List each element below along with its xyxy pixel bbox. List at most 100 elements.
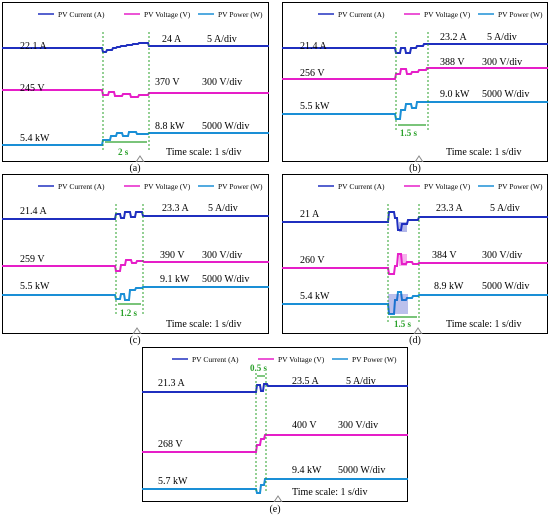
voltage-trace xyxy=(282,253,548,275)
legend-power-label: PV Power (W) xyxy=(498,10,543,19)
voltage-trace xyxy=(2,89,269,98)
legend-current-label: PV Current (A) xyxy=(58,10,105,19)
chart-frame xyxy=(282,2,548,162)
power-before-value: 5.4 kW xyxy=(300,291,330,302)
power-after-value: 9.4 kW xyxy=(292,465,322,476)
voltage-before-value: 256 V xyxy=(300,68,325,79)
oscilloscope-panel-c: PV Current (A) PV Voltage (V) PV Power (… xyxy=(2,174,269,350)
power-before-value: 5.5 kW xyxy=(300,101,330,112)
voltage-after-value: 370 V xyxy=(155,77,180,88)
transition-duration-label: 1.5 s xyxy=(400,128,418,138)
chart-frame xyxy=(2,2,269,162)
time-scale-label: Time scale: 1 s/div xyxy=(446,147,521,158)
current-before-value: 22.1 A xyxy=(20,41,47,52)
current-after-value: 23.3 A xyxy=(162,203,189,214)
voltage-after-value: 390 V xyxy=(160,250,185,261)
voltage-before-value: 245 V xyxy=(20,83,45,94)
oscilloscope-panel-e: PV Current (A) PV Voltage (V) PV Power (… xyxy=(142,347,408,519)
current-trace xyxy=(142,383,408,393)
voltage-scale-label: 300 V/div xyxy=(338,420,378,431)
power-ripple-band xyxy=(388,294,408,314)
power-before-value: 5.7 kW xyxy=(158,476,188,487)
chart-frame xyxy=(142,347,408,502)
voltage-after-value: 400 V xyxy=(292,420,317,431)
power-scale-label: 5000 W/div xyxy=(482,89,529,100)
current-before-value: 21.4 A xyxy=(20,206,47,217)
power-after-value: 8.9 kW xyxy=(434,281,464,292)
current-scale-label: 5 A/div xyxy=(208,203,238,214)
transition-duration-label: 1.5 s xyxy=(394,319,412,329)
legend-current-label: PV Current (A) xyxy=(338,10,385,19)
current-before-value: 21.4 A xyxy=(300,41,327,52)
legend-power-label: PV Power (W) xyxy=(218,182,263,191)
legend-power-label: PV Power (W) xyxy=(498,182,543,191)
legend-voltage-label: PV Voltage (V) xyxy=(424,10,471,19)
time-scale-label: Time scale: 1 s/div xyxy=(292,487,367,498)
transition-duration-label: 0.5 s xyxy=(250,363,268,373)
legend-power-label: PV Power (W) xyxy=(218,10,263,19)
oscilloscope-panel-d: PV Current (A) PV Voltage (V) PV Power (… xyxy=(282,174,548,350)
voltage-after-value: 388 V xyxy=(440,57,465,68)
time-scale-label: Time scale: 1 s/div xyxy=(166,319,241,330)
current-after-value: 24 A xyxy=(162,34,182,45)
current-trace xyxy=(2,211,269,220)
current-scale-label: 5 A/div xyxy=(490,203,520,214)
power-trace xyxy=(282,291,548,315)
current-after-value: 23.3 A xyxy=(436,203,463,214)
legend-current-label: PV Current (A) xyxy=(338,182,385,191)
voltage-ripple-band xyxy=(399,254,407,266)
current-trace xyxy=(282,43,548,54)
current-scale-label: 5 A/div xyxy=(207,34,237,45)
chart-b: PV Current (A) PV Voltage (V) PV Power (… xyxy=(282,2,548,163)
current-before-value: 21.3 A xyxy=(158,378,185,389)
transition-duration-label: 1.2 s xyxy=(120,308,138,318)
current-scale-label: 5 A/div xyxy=(487,32,517,43)
legend-voltage-label: PV Voltage (V) xyxy=(278,355,325,364)
legend-voltage-label: PV Voltage (V) xyxy=(144,10,191,19)
voltage-trace xyxy=(282,67,548,80)
power-scale-label: 5000 W/div xyxy=(482,281,529,292)
voltage-after-value: 384 V xyxy=(432,250,457,261)
voltage-trace xyxy=(2,259,269,272)
power-trace xyxy=(282,101,548,120)
power-before-value: 5.5 kW xyxy=(20,281,50,292)
panel-caption: (a) xyxy=(129,163,141,174)
legend-power-label: PV Power (W) xyxy=(352,355,397,364)
chart-d: PV Current (A) PV Voltage (V) PV Power (… xyxy=(282,174,548,335)
legend-voltage-label: PV Voltage (V) xyxy=(144,182,191,191)
legend-current-label: PV Current (A) xyxy=(58,182,105,191)
voltage-before-value: 259 V xyxy=(20,254,45,265)
current-before-value: 21 A xyxy=(300,209,320,220)
time-scale-label: Time scale: 1 s/div xyxy=(166,147,241,158)
power-scale-label: 5000 W/div xyxy=(202,274,249,285)
time-scale-label: Time scale: 1 s/div xyxy=(446,319,521,330)
voltage-before-value: 268 V xyxy=(158,439,183,450)
chart-frame xyxy=(282,174,548,334)
oscilloscope-panel-a: PV Current (A) PV Voltage (V) PV Power (… xyxy=(2,2,269,178)
power-trace xyxy=(2,131,269,146)
chart-a: PV Current (A) PV Voltage (V) PV Power (… xyxy=(2,2,269,163)
current-after-value: 23.5 A xyxy=(292,376,319,387)
voltage-before-value: 260 V xyxy=(300,255,325,266)
current-trace xyxy=(282,211,548,231)
transition-duration-label: 2 s xyxy=(118,147,129,157)
legend-voltage-label: PV Voltage (V) xyxy=(424,182,471,191)
chart-frame xyxy=(2,174,269,334)
panel-caption: (d) xyxy=(409,335,421,346)
power-after-value: 9.1 kW xyxy=(160,274,190,285)
voltage-scale-label: 300 V/div xyxy=(202,77,242,88)
current-ripple-band xyxy=(399,222,407,232)
current-scale-label: 5 A/div xyxy=(346,376,376,387)
oscilloscope-panel-b: PV Current (A) PV Voltage (V) PV Power (… xyxy=(282,2,548,178)
power-after-value: 9.0 kW xyxy=(440,89,470,100)
panel-caption: (e) xyxy=(269,504,281,515)
chart-e: PV Current (A) PV Voltage (V) PV Power (… xyxy=(142,347,408,503)
power-before-value: 5.4 kW xyxy=(20,133,50,144)
power-scale-label: 5000 W/div xyxy=(202,121,249,132)
voltage-scale-label: 300 V/div xyxy=(482,57,522,68)
power-trace xyxy=(2,286,269,301)
chart-c: PV Current (A) PV Voltage (V) PV Power (… xyxy=(2,174,269,335)
legend-current-label: PV Current (A) xyxy=(192,355,239,364)
power-after-value: 8.8 kW xyxy=(155,121,185,132)
voltage-scale-label: 300 V/div xyxy=(202,250,242,261)
